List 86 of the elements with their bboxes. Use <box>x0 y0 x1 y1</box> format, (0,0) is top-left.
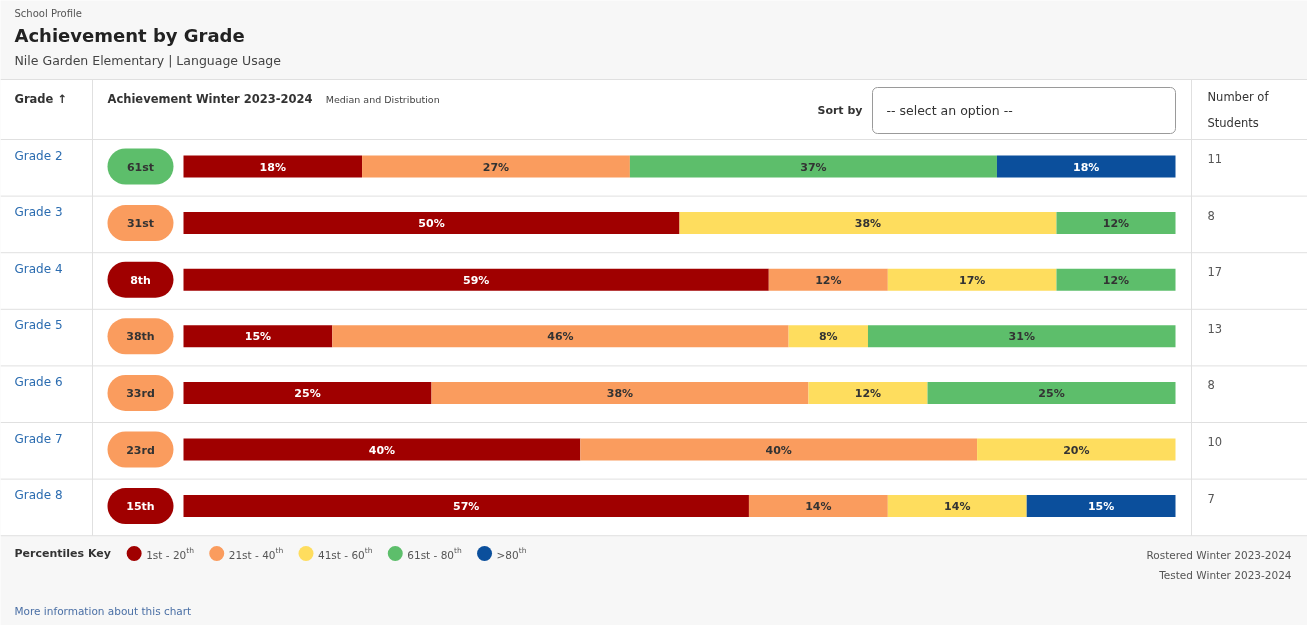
data-label: 31% <box>1008 330 1035 344</box>
data-label: 14% <box>805 500 832 514</box>
data-label: 12% <box>815 273 842 287</box>
data-label: 38% <box>854 217 882 231</box>
bar <box>183 155 363 178</box>
bar <box>580 438 978 461</box>
data-label: 57% <box>453 500 480 514</box>
bar <box>183 438 581 461</box>
data-label: 12% <box>1102 217 1130 231</box>
data-label: 40% <box>368 443 396 457</box>
y-tick-label: Grade 4 <box>14 261 63 276</box>
y-tick-label: Grade 8 <box>14 488 63 503</box>
y-tick-label: Grade 6 <box>14 374 63 389</box>
bar <box>362 155 630 178</box>
y-tick-label: Grade 5 <box>14 318 63 333</box>
bar <box>768 268 888 291</box>
bar <box>977 438 1176 461</box>
data-label: 20% <box>1063 443 1090 457</box>
text: More information about this chart <box>14 604 192 617</box>
bar <box>183 325 333 348</box>
x-axis-title: Achievement Winter 2023-2024 <box>107 91 313 106</box>
text: 11 <box>1207 152 1223 166</box>
text: 8th <box>130 273 151 287</box>
data-label: 59% <box>462 273 490 287</box>
bar <box>748 495 888 518</box>
data-label: 46% <box>547 330 574 344</box>
legend-title: Percentiles Key <box>14 547 111 560</box>
data-label: 40% <box>765 443 792 457</box>
bar <box>887 268 1057 291</box>
data-label: 37% <box>800 160 827 174</box>
text: School Profile <box>14 8 82 19</box>
text: 33rd <box>126 386 155 400</box>
text: 8 <box>1207 378 1215 393</box>
text: 23rd <box>126 443 155 457</box>
text: 7 <box>1207 491 1215 506</box>
bar <box>1026 495 1176 518</box>
bar <box>431 381 809 404</box>
text: 15th <box>126 500 155 514</box>
text: Sort by <box>817 104 863 117</box>
data-label: 15% <box>244 330 272 344</box>
text: 31st <box>126 217 155 231</box>
bar <box>183 268 769 291</box>
bar <box>1056 268 1176 291</box>
data-label: 25% <box>294 386 321 400</box>
data-label: 18% <box>1073 160 1100 174</box>
chart-title: Achievement by Grade <box>14 25 245 46</box>
y-tick-label: Grade 3 <box>14 205 63 220</box>
text: Rostered Winter 2023-2024 <box>1146 548 1292 561</box>
bar <box>867 325 1176 348</box>
text: Number of Students <box>1207 89 1270 131</box>
data-label: 8% <box>818 330 838 344</box>
data-label: 12% <box>1102 273 1130 287</box>
bar <box>332 325 789 348</box>
text: 17 <box>1207 265 1223 280</box>
text: Tested Winter 2023-2024 <box>1158 568 1292 581</box>
y-tick-label: Grade 2 <box>14 148 63 163</box>
bar <box>1056 212 1176 235</box>
data-label: 25% <box>1038 386 1065 400</box>
bar <box>788 325 868 348</box>
bar <box>808 381 928 404</box>
y-tick-label: Grade 7 <box>14 431 63 446</box>
bar <box>996 155 1176 178</box>
data-label: 12% <box>854 386 882 400</box>
data-label: 15% <box>1087 500 1115 514</box>
bar <box>927 381 1176 404</box>
data-label: 27% <box>482 160 510 174</box>
bar <box>629 155 997 178</box>
bar <box>679 212 1057 235</box>
bar <box>183 381 432 404</box>
text: Median and Distribution <box>325 94 440 105</box>
data-label: 38% <box>606 386 634 400</box>
data-label: 50% <box>418 217 445 231</box>
data-label: 18% <box>259 160 286 174</box>
text: 61st <box>126 160 155 174</box>
chart-subtitle: Nile Garden Elementary | Language Usage <box>14 53 282 68</box>
text: -- select an option -- <box>886 103 1013 118</box>
text: 13 <box>1207 321 1223 336</box>
data-label: 17% <box>958 273 986 287</box>
y-axis-title: Grade ↑ <box>14 91 68 106</box>
bar <box>183 495 749 518</box>
text: 8 <box>1207 208 1215 223</box>
bar <box>887 495 1027 518</box>
bar <box>183 212 680 235</box>
text: 10 <box>1207 435 1223 449</box>
text: 38th <box>126 330 155 344</box>
data-label: 14% <box>944 500 971 514</box>
